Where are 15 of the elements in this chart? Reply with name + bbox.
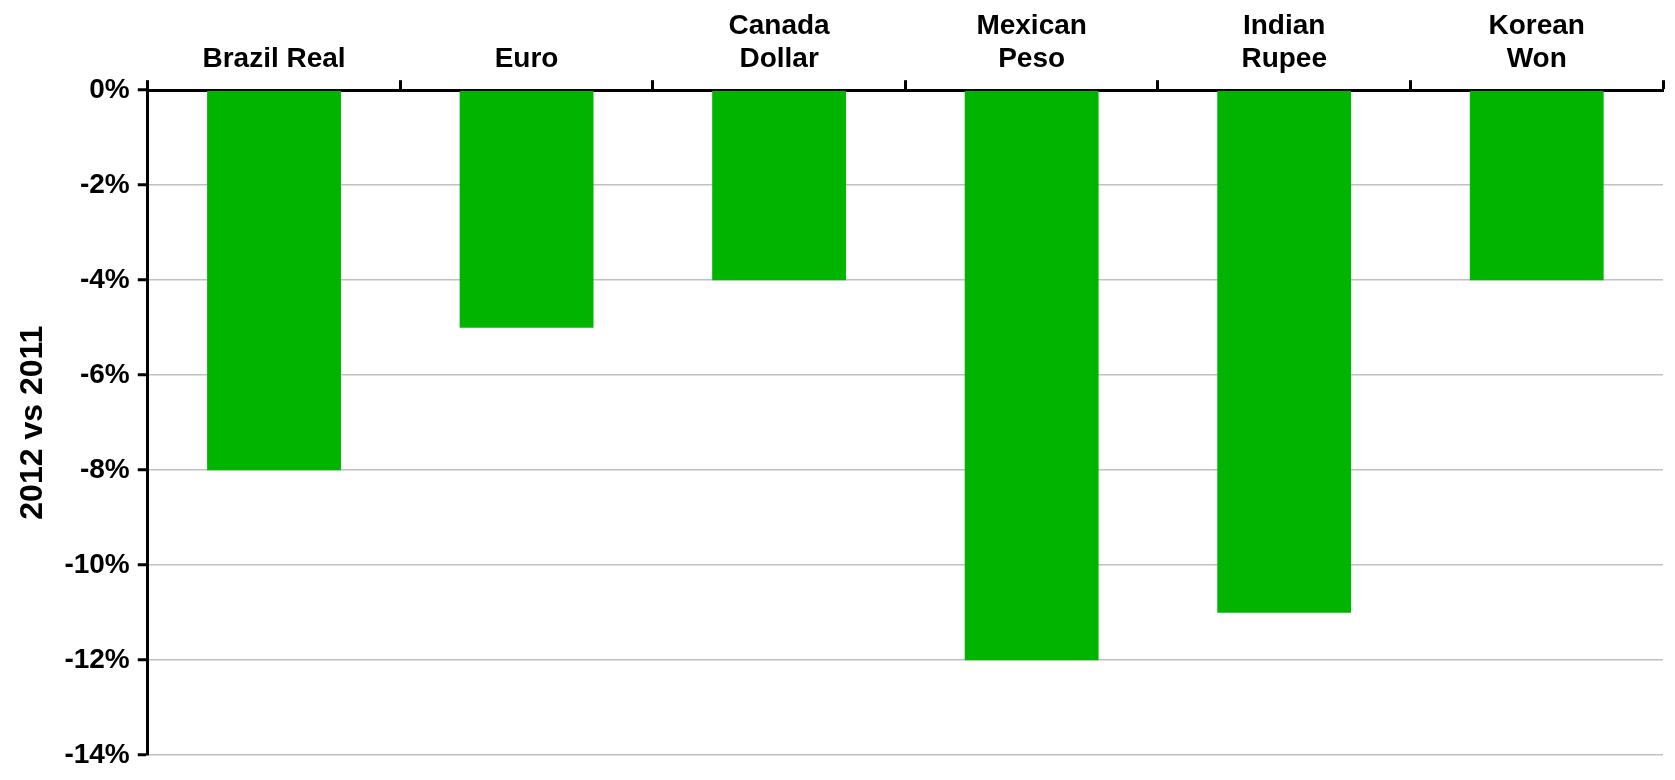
x-tick-label: Euro bbox=[494, 42, 559, 74]
x-tick-label: Brazil Real bbox=[202, 42, 346, 74]
y-tick-label: -14% bbox=[64, 737, 130, 769]
x-tick-label: Mexican Peso bbox=[976, 8, 1087, 74]
x-tick-label: Indian Rupee bbox=[1241, 8, 1327, 74]
y-tick-label: -2% bbox=[79, 167, 130, 199]
y-tick-label: -8% bbox=[79, 452, 130, 484]
x-tick-label: Korean Won bbox=[1488, 8, 1585, 74]
y-tick-label: 0% bbox=[89, 72, 130, 104]
y-tick-label: -6% bbox=[79, 357, 130, 389]
y-tick-label: -12% bbox=[64, 642, 130, 674]
y-tick-label: -4% bbox=[79, 262, 130, 294]
y-axis-title: 2012 vs 2011 bbox=[13, 325, 50, 520]
x-tick-label: Canada Dollar bbox=[728, 8, 831, 74]
y-tick-label: -10% bbox=[64, 547, 130, 579]
